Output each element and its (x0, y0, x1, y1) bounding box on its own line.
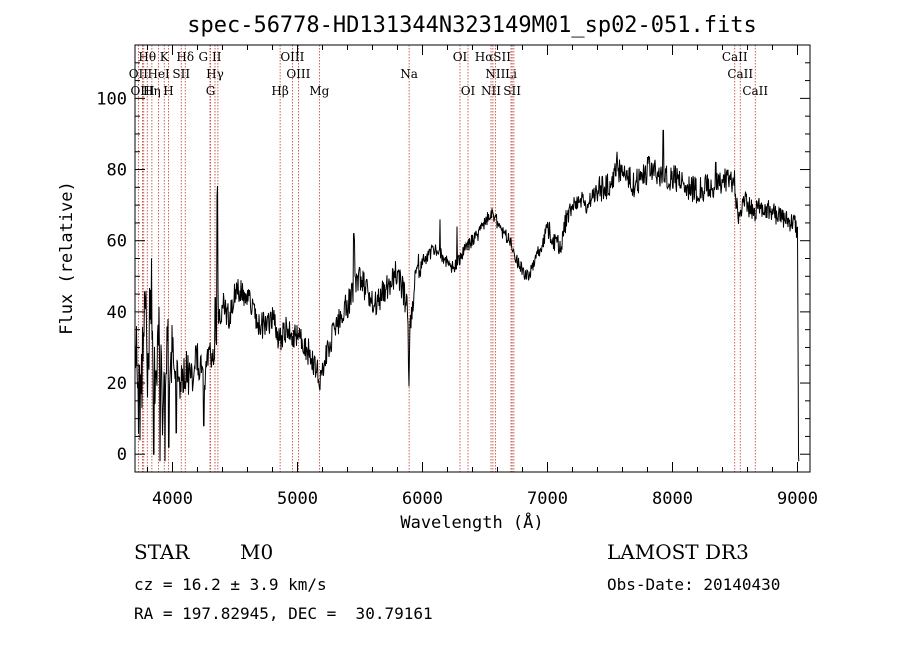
line-mark-label: Hη (143, 84, 161, 98)
line-mark-label: HeI (147, 67, 170, 81)
line-mark-label: OIII (286, 67, 310, 81)
line-mark-label: OI (461, 84, 476, 98)
line-mark-label: Li (505, 67, 517, 81)
line-mark-label: OII (129, 67, 149, 81)
line-mark-label: Hδ (176, 50, 194, 64)
x-tick-label: 7000 (527, 489, 568, 509)
x-tick-label: 5000 (277, 489, 318, 509)
chart-title: spec-56778-HD131344N323149M01_sp02-051.f… (187, 13, 757, 38)
y-tick-label: 0 (117, 445, 127, 465)
x-tick-label: 6000 (402, 489, 443, 509)
spectrum-line (134, 129, 800, 462)
line-mark-label: CaII (727, 67, 753, 81)
line-mark-label: G (206, 84, 216, 98)
spectrum-series (134, 129, 800, 462)
y-axis-label: Flux (relative) (57, 181, 77, 335)
y-tick-label: 80 (107, 161, 127, 181)
line-mark-label: SII (503, 84, 521, 98)
line-mark-label: SII (172, 67, 190, 81)
line-mark-label: Hβ (271, 84, 288, 98)
plot-frame (134, 44, 811, 473)
line-mark-label: OI (453, 50, 468, 64)
line-mark-label: Hθ (138, 50, 156, 64)
line-mark-label: H (163, 84, 173, 98)
y-tick-label: 40 (107, 303, 127, 323)
x-tick-label: 8000 (652, 489, 693, 509)
line-mark-label: CaII (742, 84, 768, 98)
x-axis-label: Wavelength (Å) (400, 511, 543, 533)
object-subclass: M0 (240, 540, 274, 564)
line-mark-label: HαSII (475, 50, 512, 64)
line-mark-label: G II (199, 50, 222, 64)
line-mark-label: Na (400, 67, 418, 81)
line-mark-label: NII (481, 84, 501, 98)
object-class: STAR (134, 540, 190, 564)
line-mark-label: K (160, 50, 170, 64)
x-tick-label: 4000 (152, 489, 193, 509)
y-tick-label: 20 (107, 374, 127, 394)
line-mark-label: NII (485, 67, 505, 81)
line-mark-label: OIII (280, 50, 304, 64)
line-mark-label: CaII (722, 50, 748, 64)
coordinates: RA = 197.82945, DEC = 30.79161 (134, 604, 433, 623)
redshift-cz: cz = 16.2 ± 3.9 km/s (134, 575, 327, 594)
line-mark-label: Hγ (206, 67, 224, 81)
line-mark-label: OIII (130, 84, 154, 98)
axis-ticks: 4000 5000 6000 7000 8000 9000 0 20 40 60 80 100 (96, 44, 818, 509)
line-mark-label: Mg (309, 84, 329, 98)
y-tick-label: 100 (96, 89, 127, 109)
y-tick-label: 60 (107, 232, 127, 252)
survey-name: LAMOST DR3 (607, 540, 749, 564)
observation-date: Obs-Date: 20140430 (607, 575, 781, 594)
x-tick-label: 9000 (777, 489, 818, 509)
